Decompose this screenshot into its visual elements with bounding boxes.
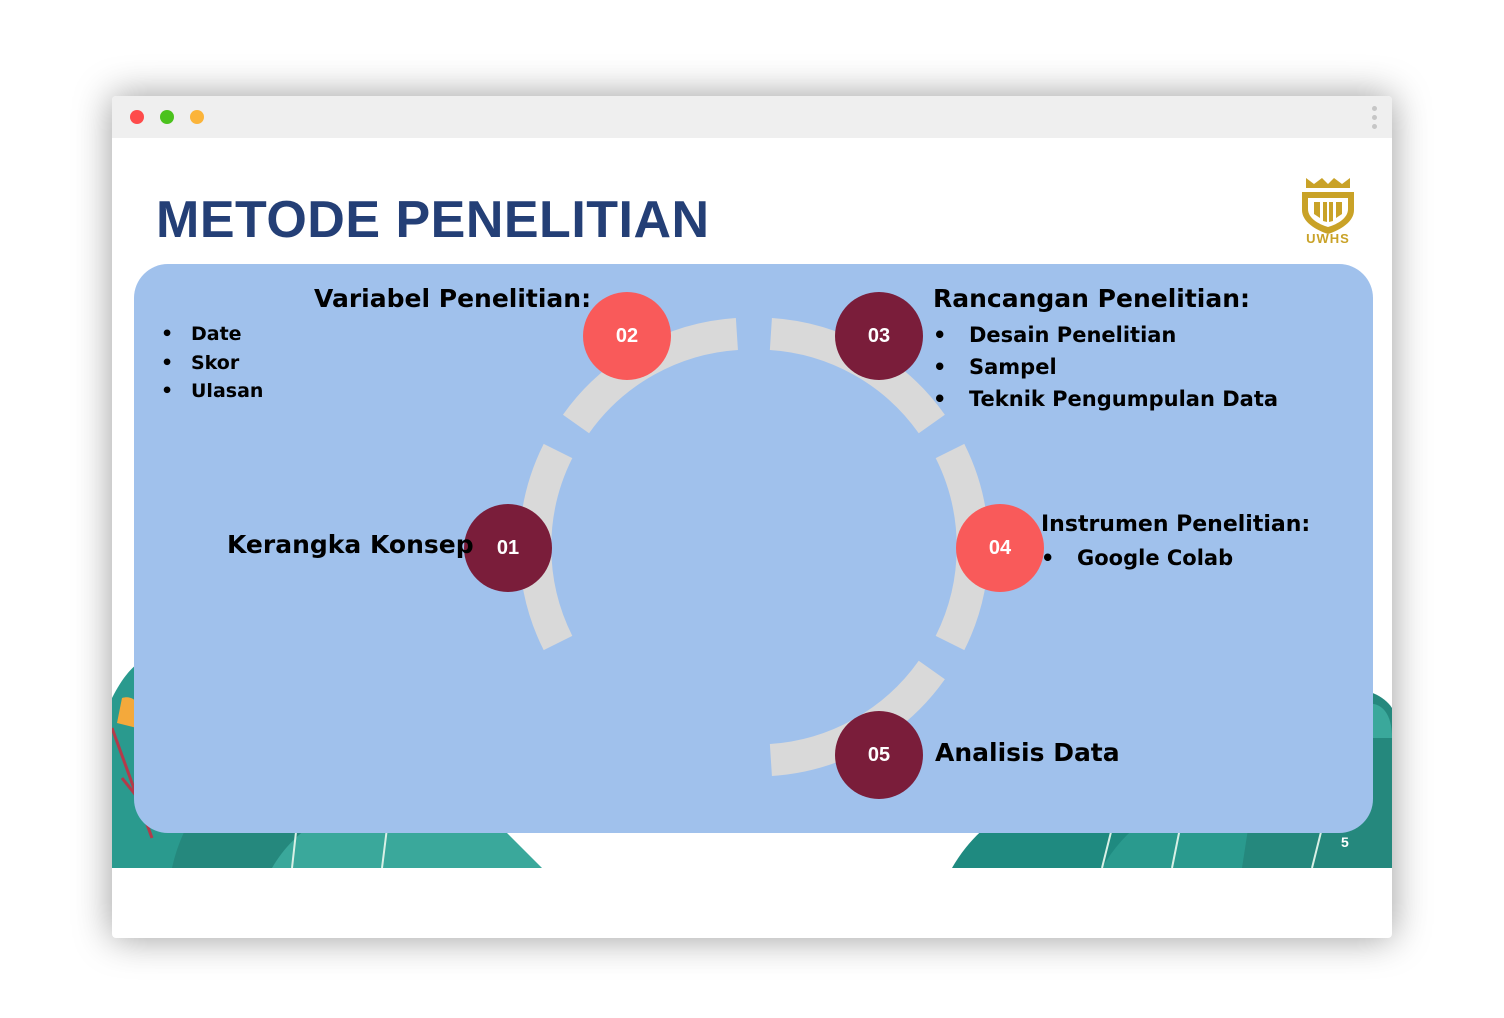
close-window-dot[interactable] bbox=[130, 110, 144, 124]
instrumen-bullet-list: Google Colab bbox=[1041, 542, 1233, 574]
bullet-item: Google Colab bbox=[1041, 542, 1233, 574]
step-node-03: 03 bbox=[835, 292, 923, 380]
step-label-variabel-penelitian: Variabel Penelitian: bbox=[314, 284, 592, 313]
bullet-item: Sampel bbox=[933, 351, 1278, 383]
bullet-item: Ulasan bbox=[157, 377, 263, 406]
step-node-01: 01 bbox=[464, 504, 552, 592]
maximize-window-dot[interactable] bbox=[160, 110, 174, 124]
browser-window: METODE PENELITIAN UWHS 01 02 03 04 05 Ke bbox=[112, 96, 1392, 938]
bullet-item: Desain Penelitian bbox=[933, 319, 1278, 351]
step-node-04: 04 bbox=[956, 504, 1044, 592]
bullet-item: Skor bbox=[157, 349, 263, 378]
presentation-slide: METODE PENELITIAN UWHS 01 02 03 04 05 Ke bbox=[112, 138, 1392, 868]
slide-title: METODE PENELITIAN bbox=[156, 191, 710, 249]
logo-text: UWHS bbox=[1306, 231, 1350, 246]
rancangan-bullet-list: Desain Penelitian Sampel Teknik Pengumpu… bbox=[933, 319, 1278, 415]
bullet-item: Teknik Pengumpulan Data bbox=[933, 383, 1278, 415]
step-label-instrumen-penelitian: Instrumen Penelitian: bbox=[1041, 512, 1311, 537]
variabel-bullet-list: Date Skor Ulasan bbox=[157, 320, 263, 406]
bullet-item: Date bbox=[157, 320, 263, 349]
process-ring bbox=[519, 318, 989, 776]
step-node-02: 02 bbox=[583, 292, 671, 380]
step-label-analisis-data: Analisis Data bbox=[935, 738, 1120, 767]
page-number: 5 bbox=[1341, 834, 1349, 850]
kebab-vertical-icon[interactable] bbox=[1368, 104, 1380, 132]
step-label-kerangka-konsep: Kerangka Konsep bbox=[227, 530, 474, 559]
minimize-window-dot[interactable] bbox=[190, 110, 204, 124]
step-node-05: 05 bbox=[835, 711, 923, 799]
step-label-rancangan-penelitian: Rancangan Penelitian: bbox=[933, 284, 1251, 313]
window-titlebar bbox=[112, 96, 1392, 139]
uwhs-crest-icon bbox=[1302, 178, 1354, 234]
